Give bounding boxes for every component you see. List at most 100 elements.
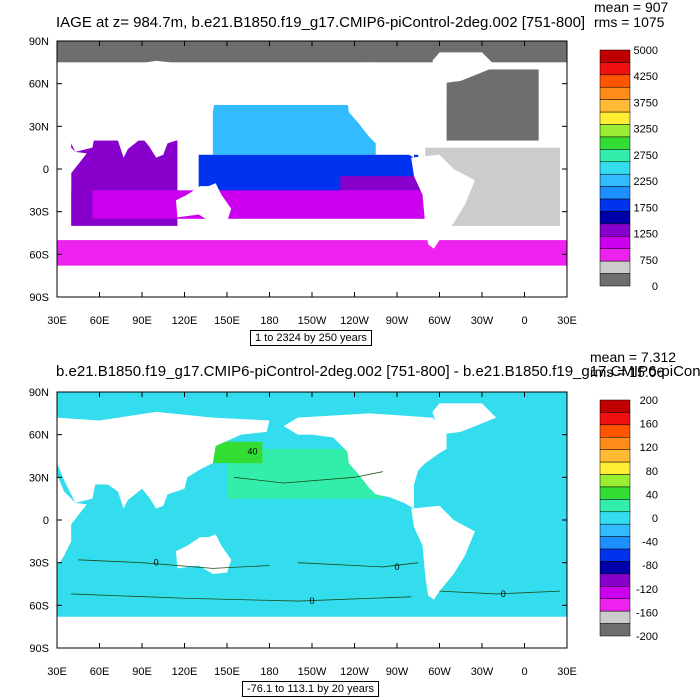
colorbar-swatch [599,111,631,125]
x-tick-label: 120E [172,666,198,678]
greenland-land [432,403,497,435]
colorbar-swatch [599,437,631,450]
colorbar-swatch [599,623,631,637]
x-tick-label: 150E [214,315,240,327]
colorbar-swatch [599,461,631,475]
y-tick-label: 30S [29,207,49,219]
colorbar-swatch [599,523,631,537]
x-tick-label: 30E [47,315,67,327]
south-america-land [411,154,475,249]
australia-land [176,183,232,224]
x-tick-label: 90W [386,666,409,678]
contour-label: 0 [501,589,506,599]
x-tick-label: 0 [521,666,527,678]
rms-stat: rms = 1075 [594,14,665,30]
colorbar-label: -200 [636,631,658,643]
colorbar-swatch [599,586,631,599]
colorbar-swatch [599,499,631,513]
x-tick-label: 150W [298,666,327,678]
y-tick-label: 60S [29,600,49,612]
colorbar-swatch [599,598,631,612]
greenland-land [432,52,497,84]
colorbar-swatch [599,161,631,175]
colorbar-label: -120 [636,584,658,596]
colorbar-swatch [599,449,631,463]
colorbar-swatch [599,399,631,413]
iage-panel: IAGE at z= 984.7m, b.e21.B1850.f19_g17.C… [0,0,669,346]
colorbar-swatch [599,536,631,550]
y-tick-label: 90N [29,387,49,399]
x-tick-label: 30E [557,666,577,678]
colorbar-swatch [599,149,631,163]
x-tick-label: 150W [298,315,327,327]
x-tick-label: 120E [172,315,198,327]
y-tick-label: 30N [29,472,49,484]
colorbar-label: 750 [640,255,658,267]
colorbar-swatch [599,561,631,575]
antarctica-land [57,616,567,648]
colorbar-label: 160 [640,419,658,431]
colorbar-swatch [599,87,631,100]
colorbar-swatch [599,62,631,76]
colorbar-label: 120 [640,442,658,454]
colorbar-swatch [599,486,631,500]
x-tick-label: 60E [90,315,110,327]
value-region-southern-ocean [71,584,560,613]
value-region-north-atlantic [446,69,539,141]
colorbar-swatch [599,136,631,150]
colorbar-swatch [599,412,631,426]
difference-panel: b.e21.B1850.f19_g17.CMIP6-piControl-2deg… [0,350,700,700]
x-tick-label: 30W [471,666,494,678]
x-tick-label: 90E [132,666,152,678]
x-tick-label: 30E [557,315,577,327]
rms-stat: rms = 15.06 [590,364,665,380]
x-tick-label: 120W [340,315,369,327]
colorbar-label: 200 [640,395,658,407]
value-region-north-pacific [212,105,376,155]
x-tick-label: 60W [428,315,451,327]
y-tick-label: 30N [29,121,49,133]
colorbar-label: 5000 [634,45,658,57]
contour-line [71,593,412,602]
colorbar-swatch [599,49,631,63]
colorbar-label: 3750 [634,97,658,109]
x-tick-label: 60E [90,666,110,678]
colorbar-label: -160 [636,607,658,619]
colorbar-label: 1750 [634,202,658,214]
colorbar-label: 0 [652,281,658,293]
contour-label: 0 [154,558,159,568]
south-america-land [411,505,475,600]
contour-line [297,562,419,568]
value-region-south-pacific-subtropics [92,190,426,219]
antarctica-land [57,265,567,297]
colorbar-swatch [599,74,631,88]
chart-title: IAGE at z= 984.7m, b.e21.B1850.f19_g17.C… [56,14,586,31]
colorbar-swatch [599,474,631,488]
y-tick-label: 30S [29,558,49,570]
colorbar-swatch [599,223,631,237]
mean-stat: mean = 7.312 [590,349,677,365]
chart-title: b.e21.B1850.f19_g17.CMIP6-piControl-2deg… [56,363,700,380]
x-tick-label: 180 [260,315,278,327]
colorbar-label: -80 [642,560,658,572]
colorbar-swatch [599,260,631,274]
contour-line [78,559,270,569]
x-tick-label: 90W [386,315,409,327]
colorbar-swatch [599,273,631,287]
colorbar-label: 2750 [634,150,658,162]
y-tick-label: 0 [43,164,49,176]
y-tick-label: 90S [29,643,49,655]
contour-info-label: -76.1 to 113.1 by 20 years [242,681,379,697]
x-tick-label: 90E [132,315,152,327]
north-america-land [283,62,447,158]
colorbar-label: -40 [642,537,658,549]
colorbar-label: 0 [652,513,658,525]
y-tick-label: 90N [29,36,49,48]
africa-land [0,116,87,219]
colorbar-swatch [599,610,631,624]
y-tick-label: 90S [29,292,49,304]
contour-line [439,590,560,595]
y-tick-label: 60S [29,249,49,261]
x-tick-label: 30W [471,315,494,327]
eurasia-land [57,411,270,509]
